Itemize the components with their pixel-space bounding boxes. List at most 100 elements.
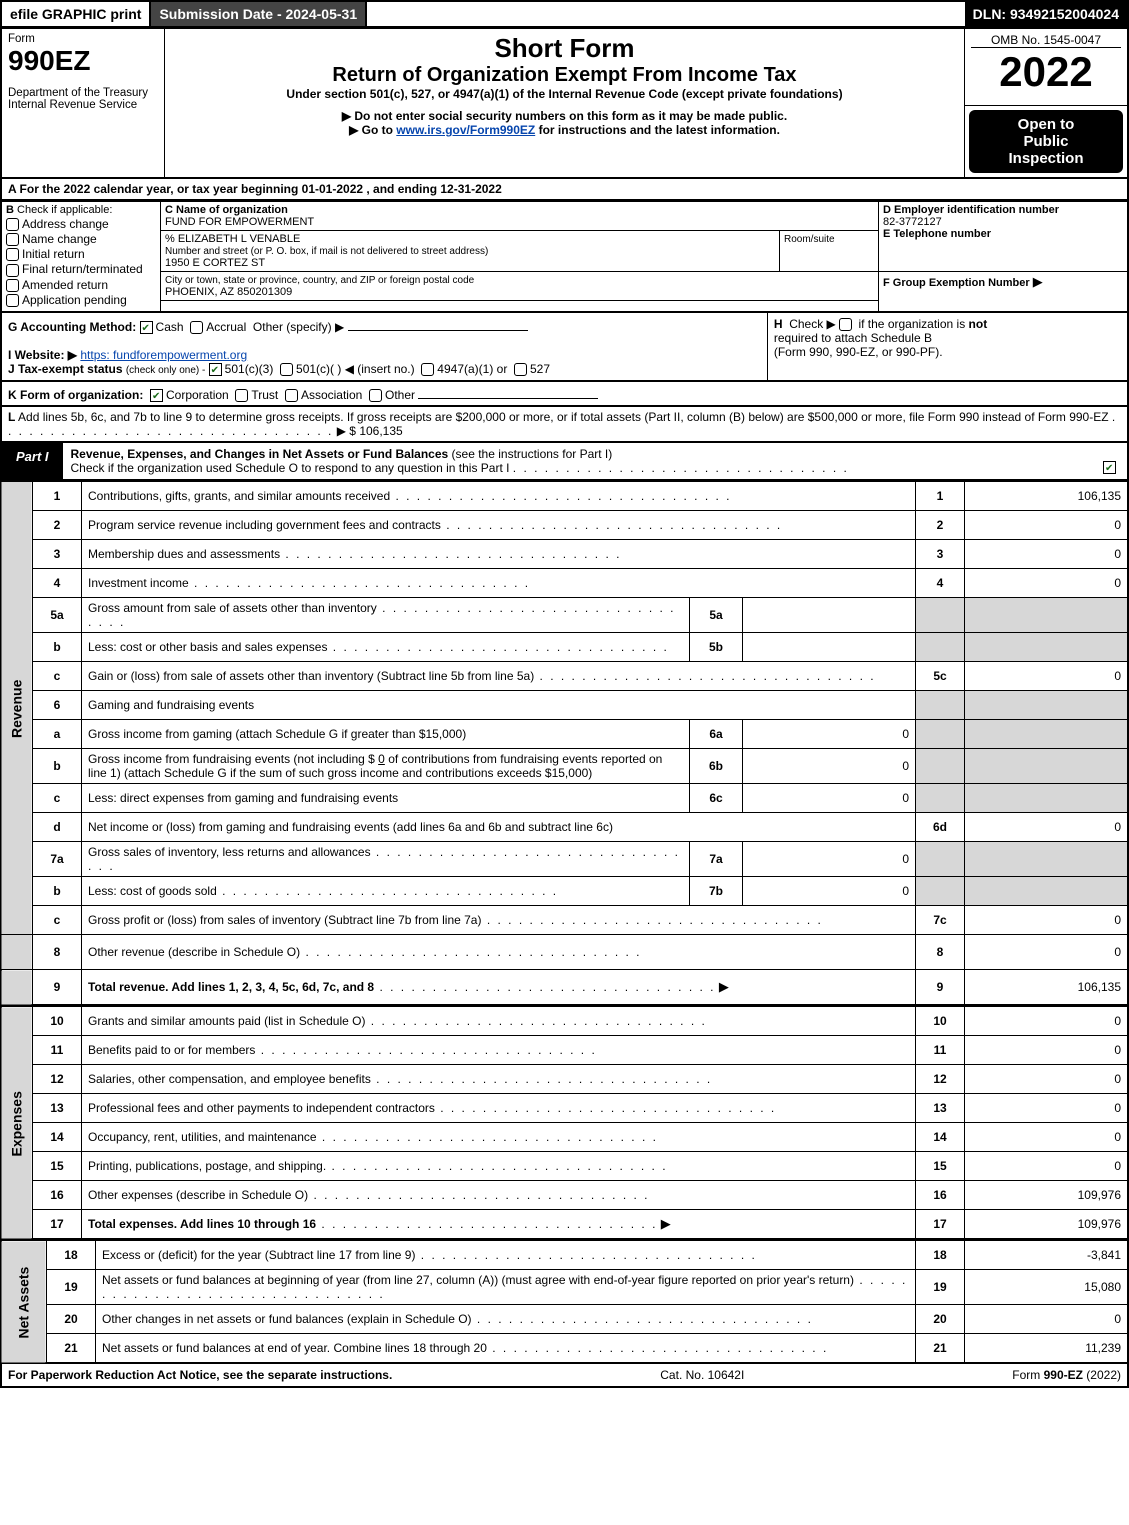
other-specify-blank[interactable] bbox=[348, 317, 528, 331]
footer: For Paperwork Reduction Act Notice, see … bbox=[0, 1364, 1129, 1388]
street-label: Number and street (or P. O. box, if mail… bbox=[165, 246, 488, 257]
top-bar: efile GRAPHIC print Submission Date - 20… bbox=[0, 0, 1129, 28]
line-15-value: 0 bbox=[965, 1152, 1129, 1181]
section-e-label: E Telephone number bbox=[883, 228, 991, 240]
ssn-note: ▶ Do not enter social security numbers o… bbox=[171, 109, 958, 123]
irs-link[interactable]: www.irs.gov/Form990EZ bbox=[396, 123, 535, 137]
line-3-value: 0 bbox=[965, 540, 1129, 569]
return-title: Return of Organization Exempt From Incom… bbox=[171, 64, 958, 87]
other-org-blank[interactable] bbox=[418, 385, 598, 399]
chk-association[interactable] bbox=[285, 389, 298, 402]
line-4-value: 0 bbox=[965, 569, 1129, 598]
expenses-table: Expenses 10 Grants and similar amounts p… bbox=[0, 1006, 1129, 1240]
line-5c-value: 0 bbox=[965, 662, 1129, 691]
line-2-value: 0 bbox=[965, 511, 1129, 540]
dln-label: DLN: 93492152004024 bbox=[965, 2, 1127, 26]
ein-value: 82-3772127 bbox=[883, 216, 942, 228]
chk-schedule-b[interactable] bbox=[839, 318, 852, 331]
dept-treasury: Department of the Treasury bbox=[8, 87, 158, 99]
netassets-table: Net Assets 18 Excess or (deficit) for th… bbox=[0, 1240, 1129, 1364]
part-1-tab: Part I bbox=[2, 443, 63, 479]
section-j-label: J Tax-exempt status bbox=[8, 362, 123, 376]
line-18-value: -3,841 bbox=[965, 1241, 1129, 1270]
line-6b-value: 0 bbox=[743, 749, 916, 784]
footer-mid: Cat. No. 10642I bbox=[660, 1368, 744, 1382]
line-5b-value bbox=[743, 633, 916, 662]
tax-year: 2022 bbox=[971, 48, 1121, 96]
section-h-label: H bbox=[774, 317, 783, 331]
short-form-title: Short Form bbox=[171, 33, 958, 64]
form-word: Form bbox=[8, 33, 158, 45]
section-b-subtitle: Check if applicable: bbox=[17, 204, 112, 216]
footer-right: Form 990-EZ (2022) bbox=[1012, 1368, 1121, 1382]
part-1-check-line: Check if the organization used Schedule … bbox=[71, 461, 510, 475]
footer-left: For Paperwork Reduction Act Notice, see … bbox=[8, 1368, 392, 1382]
section-d-label: D Employer identification number bbox=[883, 204, 1059, 216]
line-12-value: 0 bbox=[965, 1065, 1129, 1094]
chk-accrual[interactable] bbox=[190, 321, 203, 334]
chk-final-return[interactable] bbox=[6, 264, 19, 277]
netassets-sidebar: Net Assets bbox=[1, 1241, 47, 1364]
chk-trust[interactable] bbox=[235, 389, 248, 402]
line-17-value: 109,976 bbox=[965, 1210, 1129, 1240]
chk-4947[interactable] bbox=[421, 363, 434, 376]
part-1-header: Part I Revenue, Expenses, and Changes in… bbox=[0, 443, 1129, 481]
part-1-title: Revenue, Expenses, and Changes in Net As… bbox=[71, 447, 449, 461]
section-b-label: B bbox=[6, 204, 14, 216]
line-1-value: 106,135 bbox=[965, 482, 1129, 511]
chk-corporation[interactable] bbox=[150, 389, 163, 402]
chk-527[interactable] bbox=[514, 363, 527, 376]
line-9-value: 106,135 bbox=[965, 970, 1129, 1006]
section-f-label: F Group Exemption Number bbox=[883, 277, 1030, 289]
line-6c-value: 0 bbox=[743, 784, 916, 813]
line-19-value: 15,080 bbox=[965, 1270, 1129, 1305]
chk-address-change[interactable] bbox=[6, 218, 19, 231]
line-7a-value: 0 bbox=[743, 842, 916, 877]
line-11-value: 0 bbox=[965, 1036, 1129, 1065]
open-to-public-box: Open to Public Inspection bbox=[969, 110, 1123, 173]
section-k: K Form of organization: Corporation Trus… bbox=[0, 382, 1129, 407]
chk-name-change[interactable] bbox=[6, 233, 19, 246]
chk-application-pending[interactable] bbox=[6, 294, 19, 307]
form-header-table: Form 990EZ Department of the Treasury In… bbox=[0, 28, 1129, 179]
room-label: Room/suite bbox=[784, 234, 835, 245]
line-6d-value: 0 bbox=[965, 813, 1129, 842]
chk-schedule-o-part1[interactable] bbox=[1103, 461, 1116, 474]
omb-number: OMB No. 1545-0047 bbox=[971, 33, 1121, 48]
section-f-arrow: ▶ bbox=[1033, 274, 1043, 289]
website-link[interactable]: https: fundforempowerment.org bbox=[80, 348, 247, 362]
revenue-sidebar: Revenue bbox=[1, 482, 33, 935]
line-8-value: 0 bbox=[965, 935, 1129, 970]
section-bc-table: B Check if applicable: Address change Na… bbox=[0, 201, 1129, 313]
city-label: City or town, state or province, country… bbox=[165, 275, 474, 286]
section-a: A For the 2022 calendar year, or tax yea… bbox=[0, 179, 1129, 201]
line-10-value: 0 bbox=[965, 1007, 1129, 1036]
gross-receipts-value: 106,135 bbox=[359, 424, 402, 438]
section-g-label: G Accounting Method: bbox=[8, 320, 136, 334]
line-6a-value: 0 bbox=[743, 720, 916, 749]
chk-initial-return[interactable] bbox=[6, 248, 19, 261]
goto-note: ▶ Go to www.irs.gov/Form990EZ for instru… bbox=[171, 123, 958, 137]
form-number: 990EZ bbox=[8, 45, 158, 77]
org-name: FUND FOR EMPOWERMENT bbox=[165, 216, 314, 228]
line-16-value: 109,976 bbox=[965, 1181, 1129, 1210]
line-5a-value bbox=[743, 598, 916, 633]
care-of: % ELIZABETH L VENABLE bbox=[165, 233, 300, 245]
section-gh-table: G Accounting Method: Cash Accrual Other … bbox=[0, 313, 1129, 383]
efile-print-button[interactable]: efile GRAPHIC print bbox=[2, 2, 151, 26]
chk-501c3[interactable] bbox=[209, 363, 222, 376]
line-7c-value: 0 bbox=[965, 906, 1129, 935]
chk-501c[interactable] bbox=[280, 363, 293, 376]
dept-irs: Internal Revenue Service bbox=[8, 99, 158, 111]
submission-date-button[interactable]: Submission Date - 2024-05-31 bbox=[151, 2, 367, 26]
chk-amended-return[interactable] bbox=[6, 279, 19, 292]
chk-cash[interactable] bbox=[140, 321, 153, 334]
section-i-label: I Website: ▶ bbox=[8, 348, 77, 362]
city-value: PHOENIX, AZ 850201309 bbox=[165, 286, 292, 298]
line-14-value: 0 bbox=[965, 1123, 1129, 1152]
chk-other-org[interactable] bbox=[369, 389, 382, 402]
section-c-label: C Name of organization bbox=[165, 204, 288, 216]
revenue-table: Revenue 1 Contributions, gifts, grants, … bbox=[0, 481, 1129, 1006]
line-7b-value: 0 bbox=[743, 877, 916, 906]
line-20-value: 0 bbox=[965, 1305, 1129, 1334]
